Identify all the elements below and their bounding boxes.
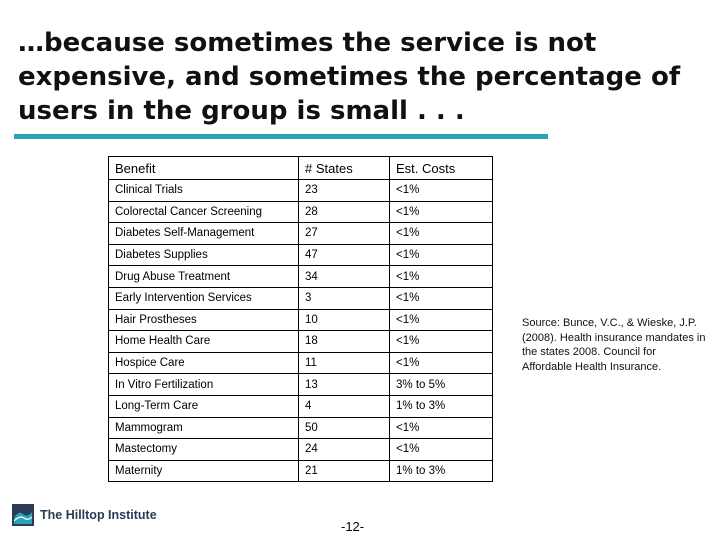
- table-row: Long-Term Care 4 1% to 3%: [108, 394, 493, 418]
- header-costs: Est. Costs: [389, 156, 493, 180]
- states-cell: 47: [298, 243, 390, 267]
- table-row: Diabetes Supplies 47 <1%: [108, 243, 493, 267]
- hilltop-logo-icon: [12, 504, 34, 526]
- states-cell: 21: [298, 459, 390, 483]
- states-cell: 23: [298, 179, 390, 202]
- table-row: Maternity 21 1% to 3%: [108, 459, 493, 483]
- states-cell: 18: [298, 330, 390, 353]
- costs-cell: <1%: [389, 265, 493, 288]
- table-body: Clinical Trials 23 <1% Colorectal Cancer Sc…: [108, 179, 493, 483]
- states-cell: 34: [298, 265, 390, 288]
- benefit-cell: Mastectomy: [108, 438, 299, 461]
- benefit-cell: Early Intervention Services: [108, 286, 299, 310]
- table-row: Mastectomy 24 <1%: [108, 438, 493, 461]
- header-benefit: Benefit: [108, 156, 299, 180]
- benefits-table: Benefit # States Est. Costs Clinical Tri…: [108, 156, 493, 483]
- header-states: # States: [298, 156, 390, 180]
- page-number: -12-: [341, 519, 365, 534]
- costs-cell: <1%: [389, 286, 493, 310]
- benefit-cell: Diabetes Supplies: [108, 243, 299, 267]
- hilltop-logo: The Hilltop Institute: [12, 500, 157, 530]
- slide-title: …because sometimes the service is not ex…: [18, 28, 681, 126]
- table-row: In Vitro Fertilization 13 3% to 5%: [108, 373, 493, 396]
- benefit-cell: Hair Prostheses: [108, 308, 299, 332]
- table-row: Colorectal Cancer Screening 28 <1%: [108, 200, 493, 224]
- costs-cell: <1%: [389, 308, 493, 332]
- logo-text: The Hilltop Institute: [40, 508, 157, 522]
- source-citation: Source: Bunce, V.C., & Wieske, J.P. (200…: [522, 317, 706, 373]
- benefit-cell: Home Health Care: [108, 330, 299, 353]
- table-row: Hair Prostheses 10 <1%: [108, 308, 493, 332]
- table-row: Hospice Care 11 <1%: [108, 351, 493, 375]
- costs-cell: 1% to 3%: [389, 459, 493, 483]
- benefit-cell: Colorectal Cancer Screening: [108, 200, 299, 224]
- table-row: Diabetes Self-Management 27 <1%: [108, 222, 493, 245]
- costs-cell: 1% to 3%: [389, 394, 493, 418]
- costs-cell: 3% to 5%: [389, 373, 493, 396]
- states-cell: 10: [298, 308, 390, 332]
- benefit-cell: Drug Abuse Treatment: [108, 265, 299, 288]
- states-cell: 3: [298, 286, 390, 310]
- costs-cell: <1%: [389, 351, 493, 375]
- states-cell: 13: [298, 373, 390, 396]
- states-cell: 11: [298, 351, 390, 375]
- costs-cell: <1%: [389, 416, 493, 440]
- costs-cell: <1%: [389, 222, 493, 245]
- costs-cell: <1%: [389, 438, 493, 461]
- costs-cell: <1%: [389, 179, 493, 202]
- benefit-cell: Maternity: [108, 459, 299, 483]
- table-row: Clinical Trials 23 <1%: [108, 179, 493, 202]
- benefit-cell: Mammogram: [108, 416, 299, 440]
- table-row: Mammogram 50 <1%: [108, 416, 493, 440]
- benefit-cell: In Vitro Fertilization: [108, 373, 299, 396]
- table-header-row: Benefit # States Est. Costs: [108, 156, 493, 180]
- title-underline: [14, 134, 548, 139]
- table-row: Drug Abuse Treatment 34 <1%: [108, 265, 493, 288]
- table-row: Home Health Care 18 <1%: [108, 330, 493, 353]
- states-cell: 28: [298, 200, 390, 224]
- benefit-cell: Long-Term Care: [108, 394, 299, 418]
- benefit-cell: Hospice Care: [108, 351, 299, 375]
- costs-cell: <1%: [389, 200, 493, 224]
- costs-cell: <1%: [389, 243, 493, 267]
- costs-cell: <1%: [389, 330, 493, 353]
- states-cell: 24: [298, 438, 390, 461]
- states-cell: 27: [298, 222, 390, 245]
- benefit-cell: Diabetes Self-Management: [108, 222, 299, 245]
- states-cell: 4: [298, 394, 390, 418]
- table-row: Early Intervention Services 3 <1%: [108, 286, 493, 310]
- benefit-cell: Clinical Trials: [108, 179, 299, 202]
- states-cell: 50: [298, 416, 390, 440]
